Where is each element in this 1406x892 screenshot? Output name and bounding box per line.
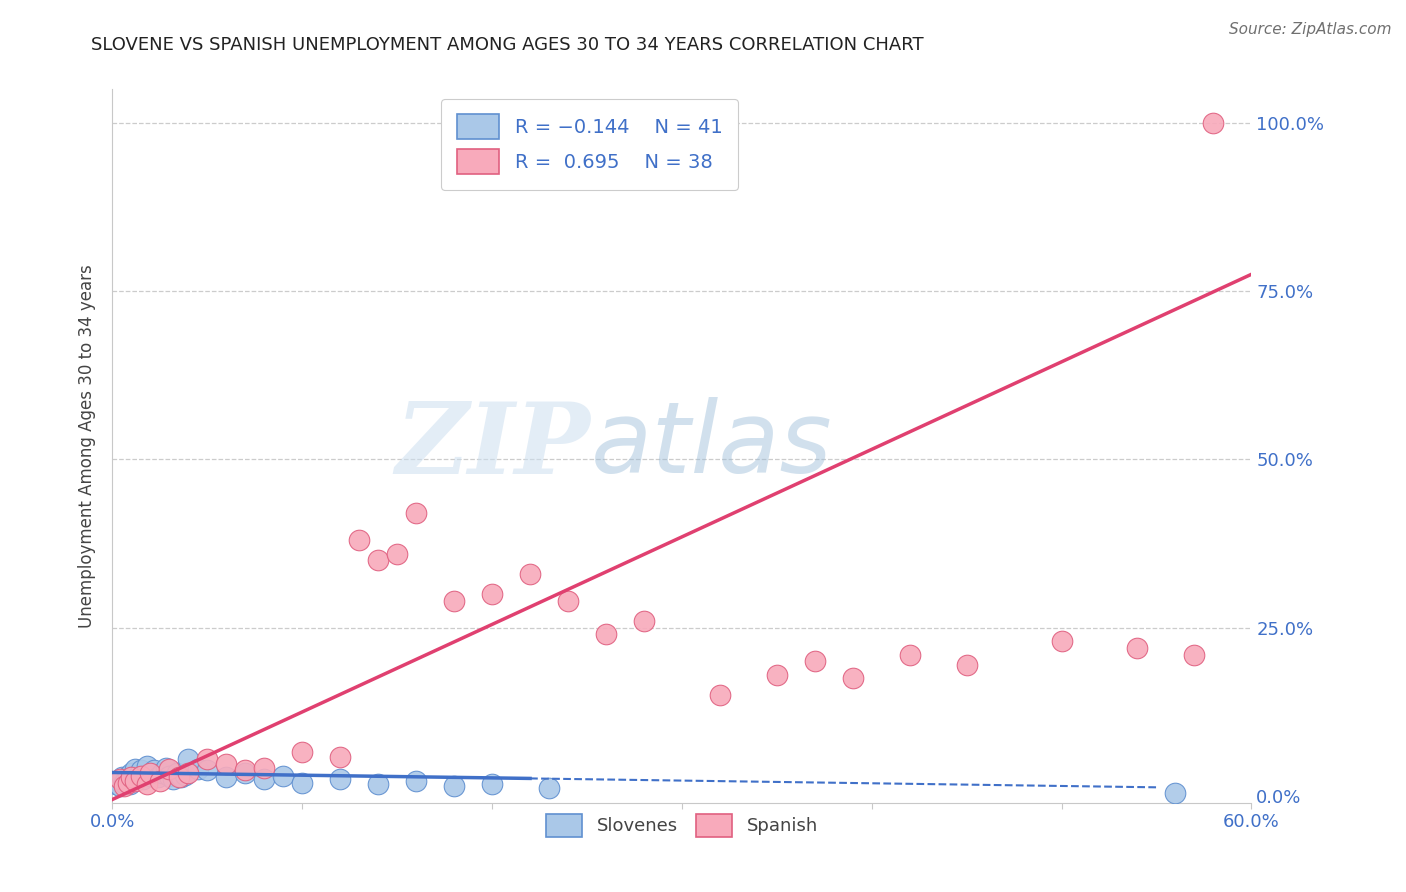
Point <box>195 764 219 778</box>
Point <box>132 772 155 787</box>
Point <box>139 765 162 780</box>
Point <box>367 777 389 791</box>
Point <box>112 775 135 789</box>
Point <box>481 777 503 791</box>
Point <box>107 774 129 789</box>
Point <box>128 767 150 781</box>
Point <box>111 770 134 784</box>
Point <box>405 506 427 520</box>
Point <box>443 779 465 793</box>
Point <box>159 762 180 776</box>
Point <box>139 769 162 783</box>
Point <box>121 765 143 780</box>
Point <box>135 758 157 772</box>
Point <box>898 648 921 662</box>
Point <box>253 772 276 787</box>
Point <box>215 770 238 784</box>
Point <box>146 770 169 784</box>
Point <box>150 765 173 780</box>
Point <box>155 761 177 775</box>
Point <box>177 765 200 780</box>
Point <box>841 671 863 685</box>
Point <box>129 764 152 778</box>
Point <box>253 761 276 775</box>
Point <box>519 566 541 581</box>
Y-axis label: Unemployment Among Ages 30 to 34 years: Unemployment Among Ages 30 to 34 years <box>77 264 96 628</box>
Point <box>1164 786 1187 800</box>
Text: SLOVENE VS SPANISH UNEMPLOYMENT AMONG AGES 30 TO 34 YEARS CORRELATION CHART: SLOVENE VS SPANISH UNEMPLOYMENT AMONG AG… <box>91 36 924 54</box>
Point <box>117 775 139 789</box>
Point <box>1202 116 1225 130</box>
Point <box>271 769 295 783</box>
Point <box>121 770 143 784</box>
Point <box>173 767 195 781</box>
Point <box>1184 648 1206 662</box>
Point <box>481 587 503 601</box>
Point <box>291 775 314 789</box>
Point <box>1126 640 1149 655</box>
Point <box>159 769 180 783</box>
Point <box>124 774 146 789</box>
Point <box>291 745 314 759</box>
Point <box>114 772 136 787</box>
Point <box>122 774 145 789</box>
Point <box>595 627 617 641</box>
Point <box>162 772 184 787</box>
Point <box>177 752 200 766</box>
Point <box>537 780 560 795</box>
Point <box>633 614 655 628</box>
Point <box>405 774 427 789</box>
Point <box>804 655 827 669</box>
Point <box>329 750 352 764</box>
Point <box>149 774 172 789</box>
Point <box>557 594 579 608</box>
Point <box>143 764 166 778</box>
Point <box>127 770 149 784</box>
Point <box>129 769 152 783</box>
Point <box>170 770 193 784</box>
Legend: Slovenes, Spanish: Slovenes, Spanish <box>538 807 825 844</box>
Point <box>329 772 352 787</box>
Point <box>367 553 389 567</box>
Text: atlas: atlas <box>591 398 832 494</box>
Point <box>385 547 409 561</box>
Point <box>235 765 257 780</box>
Point <box>105 777 128 791</box>
Point <box>167 770 190 784</box>
Point <box>215 756 238 771</box>
Point <box>124 762 146 776</box>
Point <box>956 657 979 672</box>
Point <box>195 752 219 766</box>
Point <box>1050 634 1073 648</box>
Point <box>187 762 209 776</box>
Point <box>166 765 188 780</box>
Text: Source: ZipAtlas.com: Source: ZipAtlas.com <box>1229 22 1392 37</box>
Point <box>108 779 131 793</box>
Point <box>235 764 257 778</box>
Point <box>349 533 371 548</box>
Point <box>443 594 465 608</box>
Point <box>765 668 787 682</box>
Point <box>117 769 139 783</box>
Point <box>118 777 141 791</box>
Point <box>709 688 731 702</box>
Point <box>108 772 131 787</box>
Point <box>112 779 135 793</box>
Point <box>135 777 157 791</box>
Text: ZIP: ZIP <box>396 398 591 494</box>
